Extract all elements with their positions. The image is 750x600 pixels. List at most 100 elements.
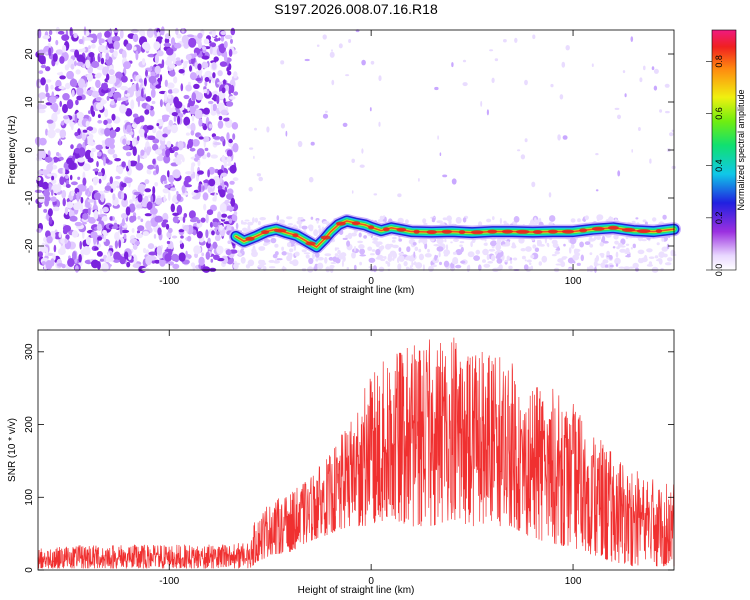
noise-speck — [123, 233, 127, 240]
noise-speck — [206, 209, 214, 216]
halo-speck — [424, 242, 428, 250]
halo-speck — [488, 248, 496, 252]
sparse-speck — [565, 45, 570, 51]
noise-speck — [179, 242, 185, 250]
noise-speck — [214, 38, 219, 42]
y-tick-label: 200 — [24, 416, 35, 433]
halo-speck — [584, 215, 589, 220]
noise-speck — [146, 146, 151, 156]
noise-speck — [216, 95, 220, 104]
noise-speck — [175, 60, 183, 66]
noise-speck — [99, 52, 103, 59]
halo-speck — [623, 266, 631, 270]
halo-speck — [529, 262, 532, 266]
ridge-peak — [335, 221, 346, 226]
halo-speck — [329, 266, 334, 273]
halo-speck — [398, 238, 403, 242]
noise-speck — [55, 49, 64, 55]
sparse-speck — [671, 129, 674, 132]
halo-speck — [638, 258, 641, 262]
spectrogram-xlabel: Height of straight line (km) — [298, 285, 415, 296]
sparse-speck — [373, 193, 378, 196]
sparse-speck — [280, 123, 285, 129]
sparse-speck — [630, 36, 634, 42]
noise-speck — [219, 61, 228, 67]
halo-speck — [499, 217, 502, 225]
y-tick-label: -20 — [24, 238, 35, 253]
noise-speck — [81, 221, 87, 225]
halo-speck — [568, 247, 572, 254]
halo-speck — [662, 214, 667, 220]
halo-speck — [609, 216, 612, 220]
noise-speck — [125, 151, 132, 157]
halo-speck — [363, 235, 367, 239]
halo-speck — [496, 249, 502, 253]
noise-speck — [105, 123, 112, 129]
sparse-speck — [418, 178, 420, 182]
sparse-speck — [258, 176, 264, 182]
snr-ylabel: SNR (10 * v/v) — [7, 418, 18, 482]
halo-speck — [657, 258, 662, 262]
noise-speck — [227, 70, 232, 76]
noise-speck — [113, 251, 121, 261]
noise-speck — [231, 122, 239, 130]
halo-speck — [572, 254, 580, 261]
noise-speck — [162, 188, 170, 194]
noise-speck — [221, 87, 226, 94]
noise-speck — [163, 42, 172, 47]
halo-speck — [455, 216, 462, 224]
halo-speck — [370, 253, 375, 256]
halo-speck — [451, 260, 459, 265]
noise-speck — [103, 233, 107, 243]
halo-speck — [546, 242, 550, 247]
noise-speck — [136, 135, 140, 141]
noise-speck — [106, 95, 110, 101]
noise-speck — [56, 72, 64, 76]
noise-speck — [124, 90, 128, 95]
noise-speck — [140, 149, 145, 156]
sparse-speck — [249, 147, 254, 150]
halo-speck — [245, 264, 251, 269]
noise-speck — [183, 116, 191, 126]
halo-speck — [661, 237, 665, 242]
noise-speck — [203, 179, 210, 184]
sparse-speck — [491, 77, 495, 84]
halo-speck — [614, 257, 621, 265]
noise-speck — [138, 78, 143, 83]
noise-speck — [44, 156, 53, 163]
halo-speck — [397, 263, 402, 271]
noise-speck — [219, 189, 226, 198]
noise-speck — [167, 175, 175, 183]
halo-speck — [372, 237, 379, 242]
noise-speck — [104, 108, 109, 118]
noise-speck — [147, 135, 156, 141]
sparse-speck — [643, 65, 646, 71]
sparse-speck — [342, 122, 348, 127]
halo-speck — [496, 252, 502, 259]
halo-speck — [625, 255, 631, 258]
noise-speck — [178, 69, 185, 74]
halo-speck — [487, 261, 494, 264]
noise-speck — [110, 188, 114, 193]
noise-speck — [156, 123, 160, 127]
noise-speck — [126, 261, 131, 268]
sparse-speck — [280, 60, 285, 65]
noise-speck — [191, 162, 196, 168]
halo-speck — [342, 237, 348, 240]
halo-speck — [289, 248, 294, 253]
noise-speck — [144, 179, 150, 185]
snr-series — [37, 337, 675, 569]
noise-speck — [176, 154, 184, 160]
noise-speck — [191, 114, 195, 122]
halo-speck — [338, 253, 345, 260]
noise-speck — [121, 218, 125, 227]
noise-speck — [150, 88, 156, 99]
noise-speck — [90, 33, 98, 44]
halo-speck — [378, 266, 385, 272]
noise-speck — [63, 115, 69, 120]
noise-speck — [132, 146, 137, 157]
halo-speck — [424, 253, 432, 258]
noise-speck — [62, 225, 72, 232]
noise-speck — [202, 185, 205, 191]
halo-speck — [281, 246, 284, 251]
